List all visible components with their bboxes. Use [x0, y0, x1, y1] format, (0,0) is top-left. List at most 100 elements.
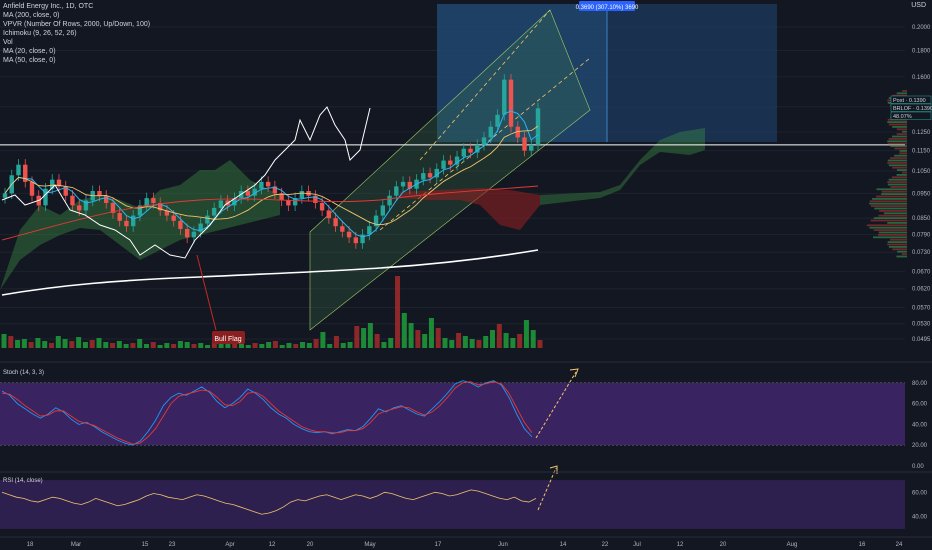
volume-bar [96, 338, 102, 348]
currency-label: USD [911, 2, 926, 9]
candle-body [515, 126, 520, 138]
measure-label: 0.3690 (307.10%) 3690 [576, 5, 639, 11]
volume-bar [150, 342, 156, 348]
volume-bar [537, 340, 543, 348]
volume-bar [361, 328, 367, 348]
candle-body [495, 114, 500, 127]
candle-body [454, 156, 460, 165]
candle-body [333, 218, 338, 227]
volume-bar [517, 334, 523, 348]
vpvr-bar [892, 248, 907, 251]
volume-bar [408, 323, 414, 348]
candle-body [164, 210, 170, 216]
time-tick: 16 [859, 542, 866, 548]
vpvr-bar [896, 174, 907, 176]
volume-bar [306, 343, 312, 348]
price-tick: 0.0620 [912, 287, 931, 293]
volume-bar [184, 342, 190, 348]
volume-bar [272, 341, 278, 348]
stoch-band [0, 382, 905, 446]
vpvr-bar [879, 210, 907, 212]
candle-body [245, 190, 251, 196]
vpvr-bar [887, 222, 907, 224]
vpvr-bar [892, 135, 907, 138]
volume-bar [510, 338, 516, 348]
ma20-line [4, 110, 539, 238]
legend-ma20[interactable]: MA (20, close, 0) [3, 48, 56, 55]
volume-bar [130, 343, 136, 348]
rsi-line [1, 489, 537, 515]
volume-bar [279, 345, 285, 348]
candle-body [340, 226, 345, 232]
measure-label-bg [579, 1, 635, 11]
volume-bar [503, 333, 509, 348]
vpvr-bar [901, 253, 907, 255]
price-label: BRLOF · 0.1390 [893, 106, 932, 112]
volume-bar [143, 344, 149, 348]
candle-body [272, 186, 278, 194]
vpvr-bar [876, 188, 907, 191]
volume-bar [252, 343, 258, 348]
candle-body [508, 79, 514, 127]
candle-body [292, 198, 298, 206]
volume-bar [177, 341, 183, 348]
candle-body [2, 193, 8, 198]
vpvr-bar [878, 214, 907, 217]
candle-body [50, 179, 55, 189]
vpvr-bar [887, 140, 907, 143]
candle-body [43, 188, 48, 206]
volume-bar [293, 344, 299, 348]
volume-bar [490, 330, 496, 348]
candle-body [373, 215, 379, 227]
volume-bar [89, 340, 95, 348]
vpvr-bar [866, 224, 907, 227]
candle-body [488, 126, 493, 138]
legend-ma200[interactable]: MA (200, close, 0) [3, 12, 60, 19]
stoch-panel[interactable]: Stoch (14, 3, 3) [0, 368, 905, 446]
time-tick: 24 [896, 542, 903, 548]
candle-body [502, 79, 507, 115]
vpvr-bar [869, 202, 907, 205]
volume-bar [401, 313, 407, 348]
volume-bar [259, 344, 265, 348]
volume-bar [415, 330, 421, 348]
candle-body [299, 190, 305, 199]
candle-body [380, 205, 386, 216]
rsi-panel[interactable]: RSI (14, close) [0, 465, 905, 529]
candle-body [144, 198, 149, 206]
volume-bar [82, 342, 88, 348]
legend-vpvr[interactable]: VPVR (Number Of Rows, 2000, Up/Down, 100… [3, 21, 151, 28]
vpvr-bar [872, 236, 907, 239]
vpvr-bar [873, 229, 907, 231]
legend-ma50[interactable]: MA (50, close, 0) [3, 57, 56, 64]
volume-bar [137, 339, 143, 348]
candle-body [124, 220, 129, 227]
candle-body [259, 181, 264, 189]
time-tick: Jun [498, 542, 508, 548]
price-tick: 0.0850 [912, 216, 931, 222]
candle-body [198, 223, 203, 232]
candle-body [29, 181, 35, 196]
volume-bar [15, 340, 21, 348]
stoch-tick: 0.00 [912, 464, 924, 470]
legend-vol[interactable]: Vol [3, 39, 13, 46]
volume-bar [28, 342, 34, 348]
vpvr-bar [892, 166, 907, 169]
lagging-span [1, 106, 371, 259]
candle-body [421, 173, 426, 180]
candle-body [77, 205, 82, 211]
time-tick: 20 [720, 542, 727, 548]
vpvr-bar [887, 159, 907, 162]
stoch-title: Stoch (14, 3, 3) [3, 370, 44, 376]
vpvr-bar [888, 178, 907, 181]
legend-ichimoku[interactable]: Ichimoku (9, 26, 52, 26) [3, 30, 77, 37]
bull-flag-label: Bull Flag [214, 336, 241, 343]
volume-bar [110, 343, 116, 348]
vpvr-bar [888, 138, 907, 140]
candle-body [360, 234, 365, 244]
price-tick: 0.0790 [912, 233, 931, 239]
vpvr-bar [869, 226, 907, 229]
stoch-tick: 40.00 [912, 422, 928, 428]
price-panel[interactable]: 0.3690 (307.10%) 3690 Bull Flag [0, 1, 907, 348]
